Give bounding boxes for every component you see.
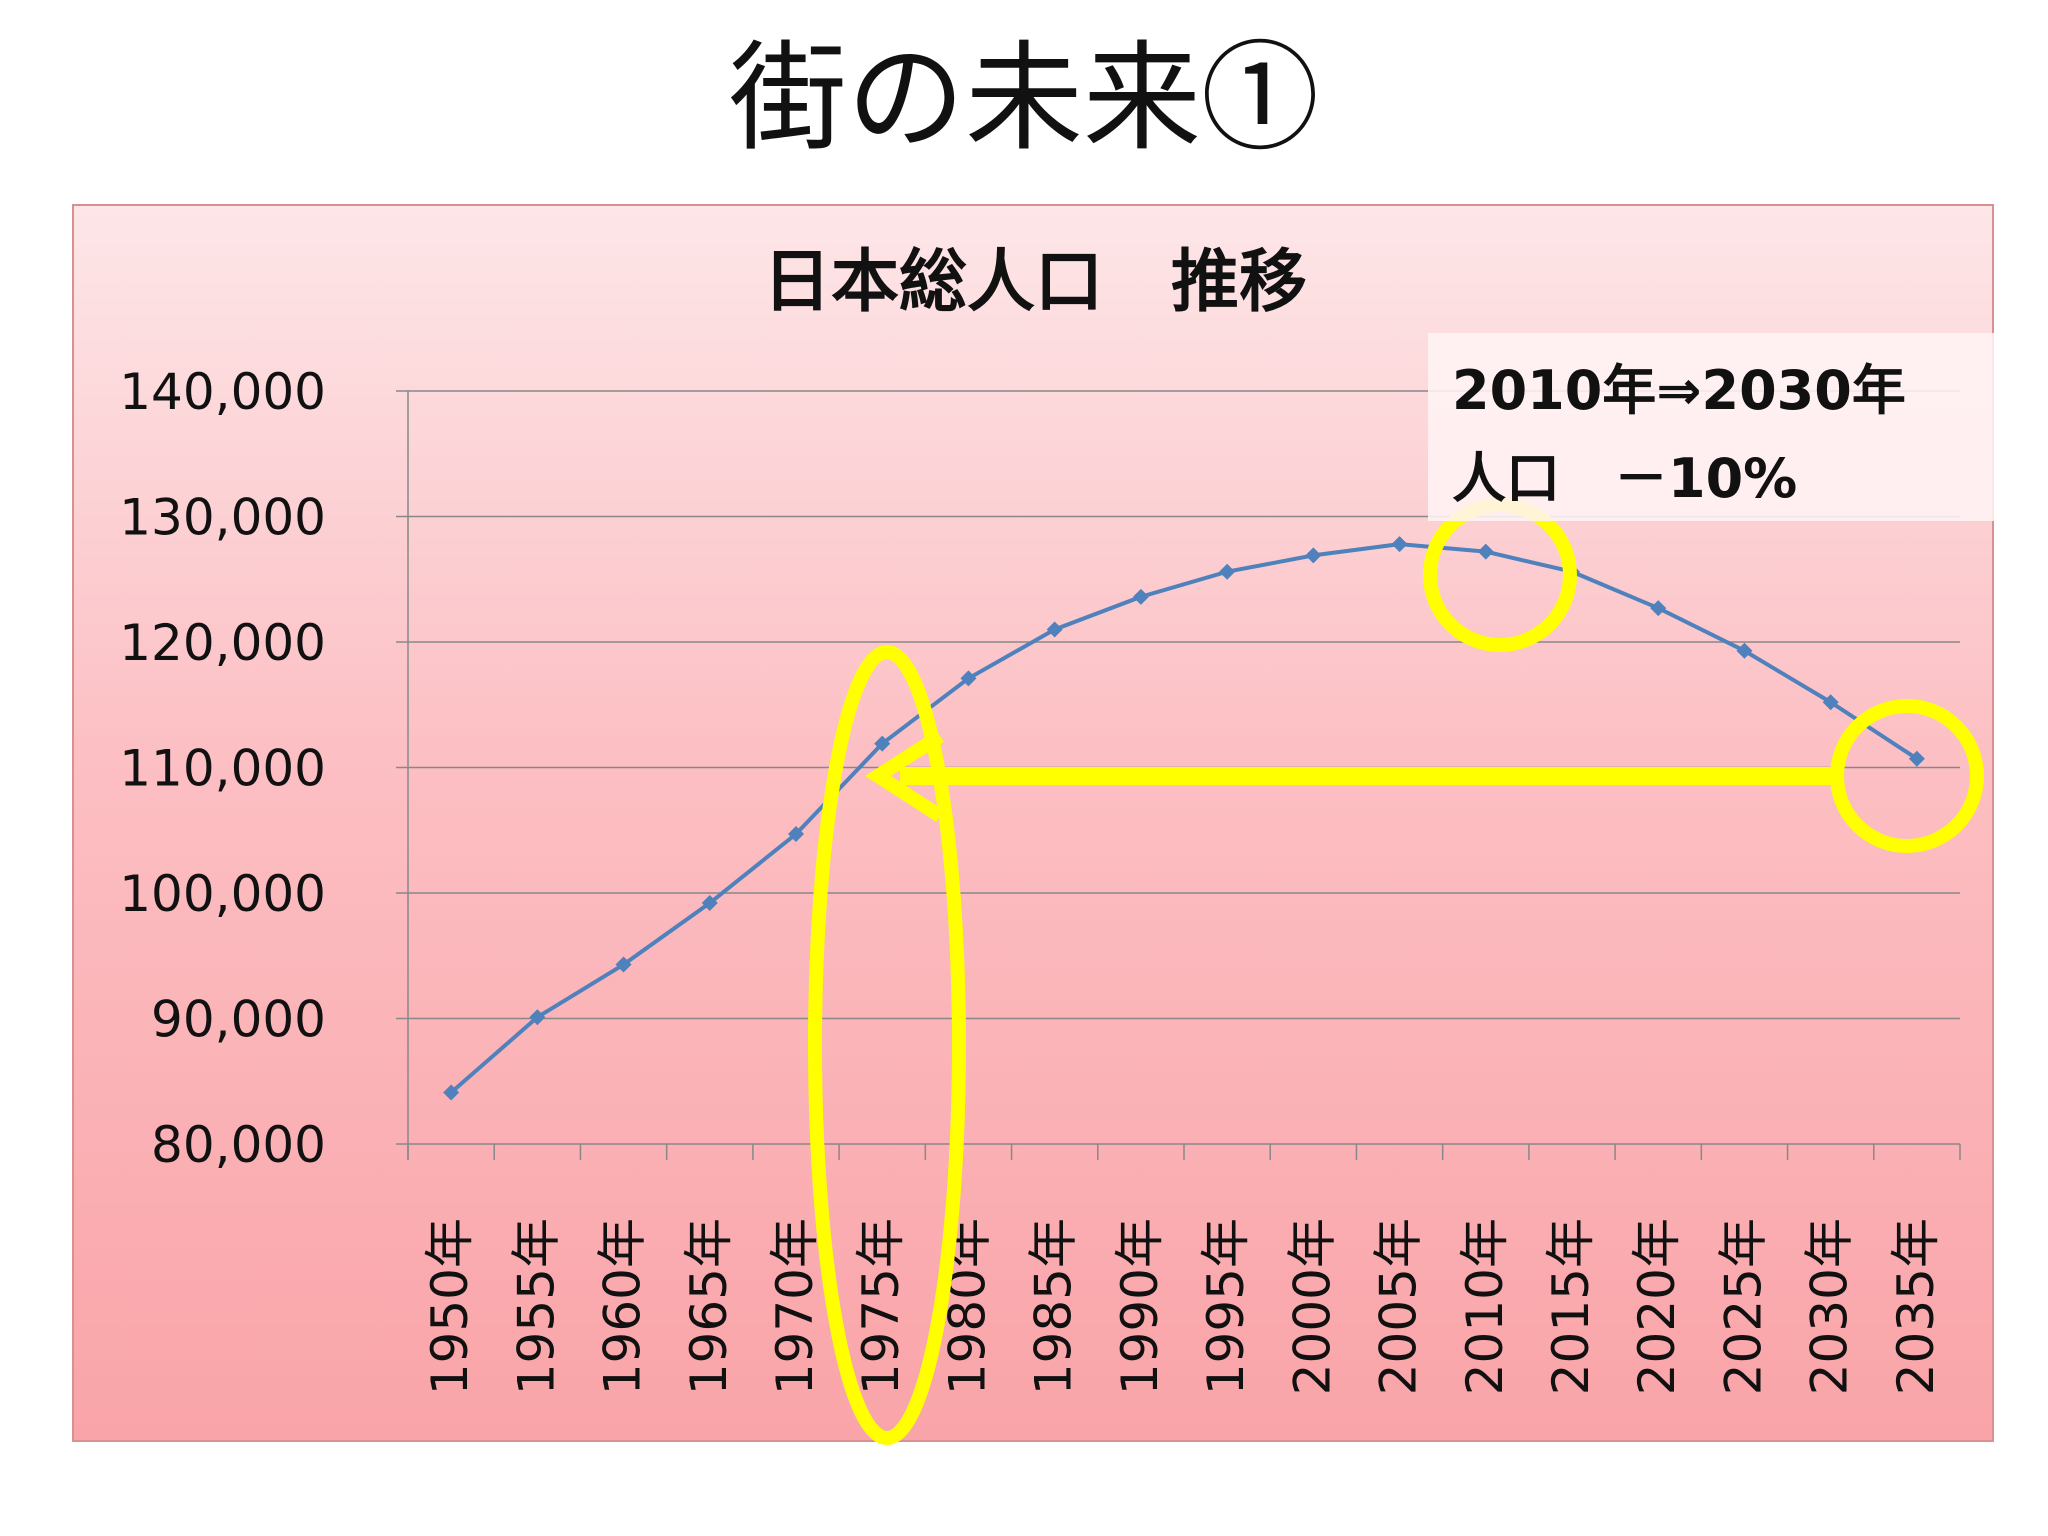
data-point	[701, 895, 718, 912]
x-tick-label: 2030年	[1801, 1218, 1859, 1395]
x-tick-label: 1975年	[852, 1218, 910, 1395]
data-point	[1219, 563, 1236, 580]
data-point	[1650, 600, 1667, 617]
data-point	[615, 956, 632, 973]
y-tick-label: 120,000	[119, 614, 326, 672]
data-point	[788, 826, 804, 843]
chart-title: 日本総人口 推移	[763, 243, 1307, 322]
x-tick-label: 1985年	[1025, 1218, 1083, 1395]
x-tick-label: 1955年	[507, 1218, 565, 1395]
y-tick-label: 80,000	[151, 1116, 326, 1174]
x-tick-label: 1950年	[421, 1218, 479, 1395]
data-point	[529, 1009, 546, 1026]
data-point	[1046, 621, 1063, 638]
callout-line-2: 人口 －10%	[1452, 447, 1798, 510]
highlight-arrow-head	[865, 730, 944, 822]
y-tick-label: 110,000	[119, 740, 326, 798]
highlight-ellipse-1975	[808, 645, 966, 1445]
y-tick-label: 90,000	[151, 991, 326, 1049]
slide-title: 街の未来①	[728, 29, 1319, 167]
data-point	[1391, 536, 1408, 553]
y-tick-labels: 80,000 90,000 100,000 110,000 120,000 130,000…	[119, 363, 326, 1174]
data-point	[1132, 588, 1149, 605]
x-tick-label: 1965年	[680, 1218, 738, 1395]
x-tick-label: 2010年	[1456, 1218, 1514, 1395]
data-point	[443, 1084, 460, 1101]
series-population	[443, 536, 1925, 1101]
data-point	[874, 735, 891, 752]
axes	[407, 391, 1961, 1160]
x-tick-label: 2000年	[1283, 1218, 1341, 1395]
x-tick-label: 2025年	[1714, 1218, 1772, 1395]
data-point	[1822, 694, 1839, 711]
data-point	[1477, 543, 1494, 560]
data-point	[1736, 642, 1753, 659]
y-tick-label: 100,000	[119, 865, 326, 923]
data-point	[1908, 750, 1925, 767]
series-line	[449, 542, 1918, 1095]
x-tick-label: 1960年	[594, 1218, 652, 1395]
x-tick-label: 1970年	[766, 1218, 824, 1395]
highlight-circle-2035	[1830, 699, 1984, 853]
x-tick-label: 1995年	[1197, 1218, 1255, 1395]
callout-box: 2010年⇒2030年 人口 －10%	[1428, 333, 1994, 521]
x-tick-label: 2020年	[1628, 1218, 1686, 1395]
callout-line-1: 2010年⇒2030年	[1452, 359, 1906, 422]
data-point	[960, 670, 977, 687]
y-tick-label: 130,000	[119, 489, 326, 547]
x-tick-label: 2015年	[1542, 1218, 1600, 1395]
x-tick-label: 2005年	[1370, 1218, 1428, 1395]
x-tick-label: 2035年	[1887, 1218, 1945, 1395]
x-tick-label: 1990年	[1111, 1218, 1169, 1395]
x-tick-labels: 1950年 1955年 1960年 1965年 1970年 1975年 1980年 1985年…	[421, 1218, 1945, 1395]
y-tick-label: 140,000	[119, 363, 326, 421]
data-point	[1305, 547, 1322, 564]
highlight-circle-2010	[1423, 498, 1577, 652]
